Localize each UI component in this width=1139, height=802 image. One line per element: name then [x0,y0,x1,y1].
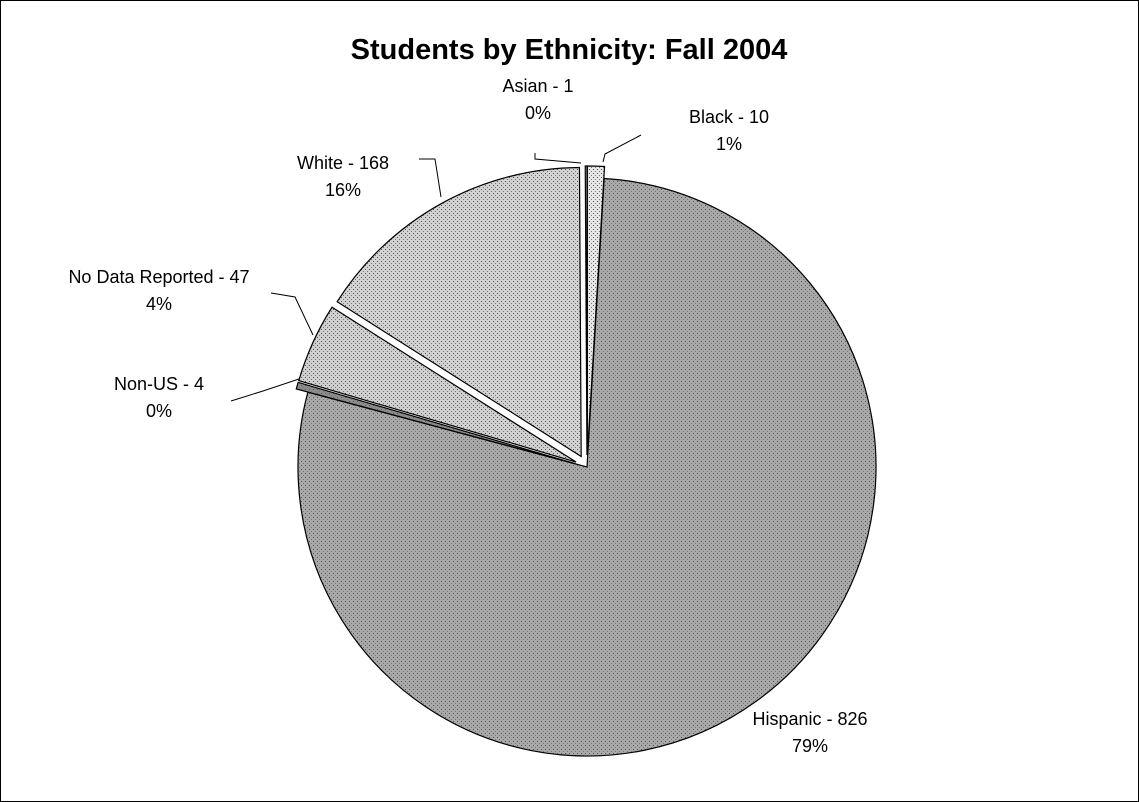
slice-percent-asian: 0% [525,103,551,123]
pie-slice-hispanic [297,177,877,757]
slice-percent-no-data-reported: 4% [146,294,172,314]
slice-percent-white: 16% [325,180,361,200]
slices-layer [295,165,877,757]
slice-label-no-data-reported: No Data Reported - 47 [68,267,249,287]
leader-line-non-us [230,378,300,402]
leader-line-black [602,134,642,163]
pie-slice-non-us [295,381,576,465]
labels-layer: Black - 10 1% Hispanic - 826 79% Non-US - 4 0… [68,76,867,756]
slice-label-hispanic: Hispanic - 826 [752,709,867,729]
leader-line-asian [534,153,582,164]
pie-slice-no-data-reported [298,306,577,463]
slice-percent-non-us: 0% [146,401,172,421]
pie-slice-asian [584,165,588,456]
slice-percent-black: 1% [716,134,742,154]
chart-title: Students by Ethnicity: Fall 2004 [351,34,788,66]
pie-slice-white [336,166,582,458]
slice-label-white: White - 168 [297,153,389,173]
slice-percent-hispanic: 79% [792,736,828,756]
slice-label-asian: Asian - 1 [502,76,573,96]
slice-label-non-us: Non-US - 4 [114,374,204,394]
leader-line-no-data-reported [270,292,314,336]
slice-label-black: Black - 10 [689,107,769,127]
leader-line-white [419,158,442,198]
